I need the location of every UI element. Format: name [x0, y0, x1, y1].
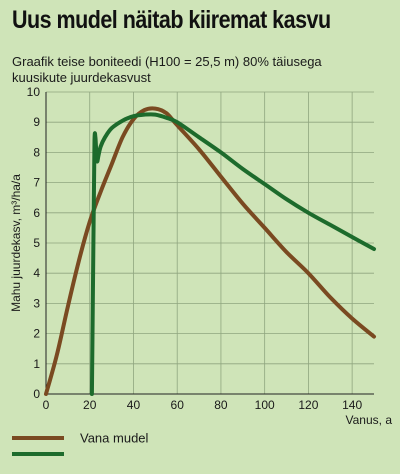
x-tick-label: 120 [298, 398, 318, 412]
x-tick-label: 140 [342, 398, 362, 412]
x-tick-label: 0 [43, 398, 50, 412]
y-tick-label: 3 [33, 296, 40, 310]
x-tick-label: 40 [127, 398, 141, 412]
x-tick-label: 20 [83, 398, 97, 412]
y-tick-label: 2 [33, 327, 40, 341]
x-tick-label: 60 [171, 398, 185, 412]
x-tick-label: 100 [255, 398, 275, 412]
chart-title: Uus mudel näitab kiiremat kasvu [12, 6, 331, 34]
y-tick-label: 0 [33, 387, 40, 401]
y-tick-label: 1 [33, 357, 40, 371]
y-tick-label: 9 [33, 115, 40, 129]
legend-label-1: Vana mudel [80, 431, 149, 446]
series-group [44, 106, 376, 396]
legend: Vana mudel [12, 431, 149, 456]
x-axis-label: Vanus, a [346, 413, 393, 427]
series-line-2 [89, 112, 376, 396]
y-tick-label: 7 [33, 176, 40, 190]
y-tick-label: 6 [33, 206, 40, 220]
y-tick-label: 8 [33, 145, 40, 159]
y-tick-label: 4 [33, 266, 40, 280]
y-axis-label: Mahu juurdekasv, m³/ha/a [9, 174, 23, 312]
chart-subtitle: Graafik teise boniteedi (H100 = 25,5 m) … [12, 54, 322, 85]
series-line-1 [44, 106, 376, 396]
axes [45, 92, 374, 395]
y-ticks: 0 1 2 3 4 5 6 7 8 9 10 [27, 85, 41, 401]
x-tick-label: 80 [214, 398, 228, 412]
x-ticks: 0 20 40 60 80 100 120 140 [43, 398, 363, 412]
y-tick-label: 5 [33, 236, 40, 250]
y-tick-label: 10 [27, 85, 41, 99]
